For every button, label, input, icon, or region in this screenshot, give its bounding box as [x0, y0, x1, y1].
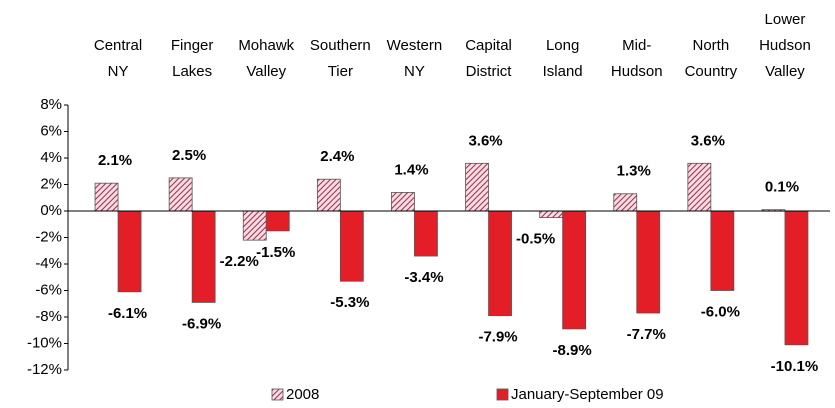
value-label: -10.1% — [771, 358, 819, 375]
legend-swatch — [496, 388, 509, 401]
bar — [265, 210, 290, 232]
value-label: 3.6% — [691, 132, 725, 149]
value-label: -7.9% — [478, 329, 517, 346]
y-tick-label: -12% — [27, 361, 62, 378]
category-label: Lakes — [172, 63, 212, 80]
y-tick-label: 4% — [40, 149, 62, 166]
value-label: -3.4% — [404, 269, 443, 286]
y-tick-label: 0% — [40, 202, 62, 219]
legend-swatch — [271, 388, 284, 401]
value-label: -8.9% — [553, 342, 592, 359]
y-tick-label: 6% — [40, 122, 62, 139]
category-label: Hudson — [611, 63, 663, 80]
category-label: District — [466, 63, 513, 80]
y-tick-label: -10% — [27, 334, 62, 351]
category-label: Western — [387, 37, 443, 54]
bar — [191, 210, 216, 303]
bar — [414, 210, 438, 257]
y-tick-label: -8% — [35, 308, 62, 325]
bar — [636, 210, 661, 314]
y-tick-label: -2% — [35, 228, 62, 245]
value-label: 3.6% — [468, 132, 502, 149]
value-label: -6.1% — [108, 305, 147, 322]
y-tick-label: 8% — [40, 96, 62, 113]
bar — [539, 210, 564, 219]
category-label: NY — [108, 63, 129, 80]
value-label: 2.5% — [172, 147, 206, 164]
value-label: -7.7% — [627, 326, 666, 343]
bar — [710, 210, 735, 291]
category-label: Mid- — [622, 37, 651, 54]
value-label: -5.3% — [330, 294, 369, 311]
bar — [242, 210, 267, 241]
bar — [488, 210, 512, 317]
bar — [339, 210, 364, 282]
bar — [391, 192, 415, 212]
value-label: 2.4% — [320, 148, 354, 165]
bar — [784, 210, 809, 346]
category-label: Tier — [328, 63, 353, 80]
category-label: Central — [94, 37, 142, 54]
legend-label: 2008 — [286, 386, 319, 403]
bar — [562, 210, 587, 330]
category-label: Mohawk — [238, 37, 294, 54]
legend-label: January-September 09 — [511, 386, 664, 403]
category-label: NY — [404, 63, 425, 80]
category-label: Finger — [171, 37, 214, 54]
y-tick-label: -6% — [35, 281, 62, 298]
category-label: Capital — [465, 37, 512, 54]
y-tick-label: -4% — [35, 255, 62, 272]
category-label: Valley — [246, 63, 286, 80]
value-label: -6.0% — [701, 303, 740, 320]
value-label: -6.9% — [182, 315, 221, 332]
category-label: Hudson — [759, 37, 811, 54]
value-label: 1.4% — [394, 161, 428, 178]
value-label: -0.5% — [516, 231, 555, 248]
bar — [316, 178, 341, 212]
bar — [117, 210, 142, 293]
category-label: Valley — [765, 63, 805, 80]
category-label: Island — [543, 63, 583, 80]
value-label: 1.3% — [617, 163, 651, 180]
category-label: Long — [546, 37, 579, 54]
bar — [94, 182, 119, 212]
category-label: Lower — [765, 11, 806, 28]
bar — [687, 162, 712, 212]
value-label: 0.1% — [765, 179, 799, 196]
value-label: -1.5% — [256, 244, 295, 261]
bar — [613, 193, 638, 212]
category-label: Country — [685, 63, 738, 80]
value-label: 2.1% — [98, 152, 132, 169]
value-label: -2.2% — [220, 253, 259, 270]
category-label: Southern — [310, 37, 371, 54]
bar — [168, 177, 193, 212]
y-tick-label: 2% — [40, 175, 62, 192]
category-label: North — [693, 37, 730, 54]
bar — [465, 162, 489, 212]
